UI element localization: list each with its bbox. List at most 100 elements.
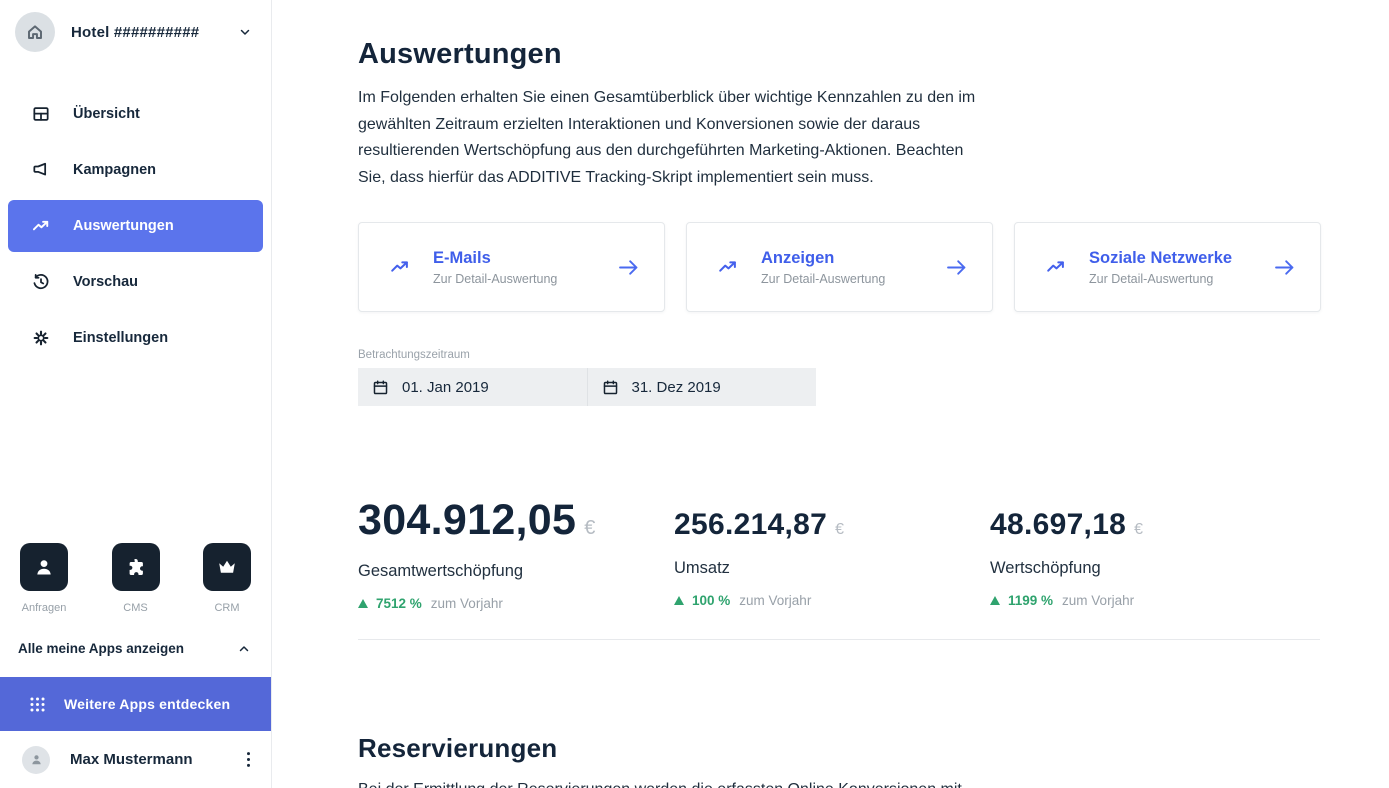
kpi-change-percent: 1199 % — [1008, 593, 1054, 609]
hotel-avatar — [15, 12, 55, 52]
kpi-change: 100 % zum Vorjahr — [674, 593, 990, 608]
sidebar-item-label: Einstellungen — [73, 330, 169, 346]
triangle-up-icon — [358, 599, 368, 609]
date-range-picker: 01. Jan 2019 31. Dez 2019 — [358, 368, 816, 407]
end-date-value: 31. Dez 2019 — [631, 378, 721, 396]
sidebar-item-uebersicht[interactable]: Übersicht — [8, 88, 263, 140]
chevron-up-icon — [238, 643, 250, 655]
calendar-icon — [372, 379, 389, 396]
all-apps-toggle-label: Alle meine Apps anzeigen — [18, 641, 185, 656]
kpi-value: 48.697,18 — [990, 508, 1127, 542]
card-soziale-netzwerke[interactable]: Soziale Netzwerke Zur Detail-Auswertung — [1014, 222, 1321, 313]
card-title: E-Mails — [433, 248, 491, 267]
clock-history-icon — [31, 272, 51, 292]
sidebar-item-einstellungen[interactable]: Einstellungen — [8, 312, 263, 364]
user-menu-kebab-icon[interactable] — [240, 745, 257, 774]
kpi-change-suffix: zum Vorjahr — [1062, 593, 1135, 609]
hotel-name: Hotel ########## — [71, 23, 200, 41]
triangle-up-icon — [674, 596, 684, 606]
trending-up-icon — [389, 256, 411, 278]
trending-up-icon — [717, 256, 739, 278]
sidebar-item-label: Vorschau — [73, 274, 139, 290]
main-content: Auswertungen Im Folgenden erhalten Sie e… — [272, 0, 1389, 788]
reservations-text: Bei der Ermittlung der Reservierungen we… — [358, 777, 992, 788]
app-anfragen[interactable]: Anfragen — [20, 543, 68, 614]
sidebar-spacer — [0, 368, 271, 543]
period-label: Betrachtungszeitraum — [358, 349, 470, 362]
megaphone-icon — [31, 160, 51, 180]
app-cms[interactable]: CMS — [111, 543, 160, 614]
sidebar-item-kampagnen[interactable]: Kampagnen — [8, 144, 263, 196]
home-icon — [26, 23, 44, 41]
kpi-change: 1199 % zum Vorjahr — [990, 593, 1143, 608]
arrow-right-icon[interactable] — [1271, 254, 1298, 281]
trending-up-icon — [31, 216, 51, 236]
crown-icon — [203, 543, 251, 591]
card-subtitle: Zur Detail-Auswertung — [761, 271, 886, 286]
detail-cards: E-Mails Zur Detail-Auswertung Anzeigen Z… — [358, 222, 1389, 313]
kpi-row: 304.912,05 € Gesamtwertschöpfung 7512 % z… — [358, 496, 1389, 611]
end-date-field[interactable]: 31. Dez 2019 — [586, 368, 816, 407]
kpi-wertschoepfung: 48.697,18 € Wertschöpfung 1199 % zum Vorj… — [990, 508, 1143, 608]
kpi-value: 304.912,05 — [358, 496, 577, 545]
discover-apps-button[interactable]: Weitere Apps entdecken — [0, 677, 271, 731]
kpi-label: Umsatz — [674, 559, 730, 578]
sidebar-item-auswertungen[interactable]: Auswertungen — [8, 200, 263, 252]
kpi-gesamtwertschoepfung: 304.912,05 € Gesamtwertschöpfung 7512 % z… — [358, 496, 674, 611]
kpi-change: 7512 % zum Vorjahr — [358, 596, 674, 611]
kpi-change-suffix: zum Vorjahr — [430, 596, 503, 612]
card-anzeigen[interactable]: Anzeigen Zur Detail-Auswertung — [686, 222, 993, 313]
card-emails[interactable]: E-Mails Zur Detail-Auswertung — [358, 222, 665, 313]
card-texts: Anzeigen Zur Detail-Auswertung — [761, 249, 921, 286]
triangle-up-icon — [990, 596, 1000, 606]
puzzle-icon — [111, 543, 160, 591]
person-icon — [20, 543, 68, 591]
section-divider — [358, 639, 1320, 641]
page-title: Auswertungen — [358, 38, 562, 70]
app-label: CMS — [123, 602, 148, 614]
app-crm[interactable]: CRM — [203, 543, 251, 614]
sidebar-item-label: Auswertungen — [73, 218, 174, 234]
sidebar-item-label: Übersicht — [73, 106, 140, 122]
card-subtitle: Zur Detail-Auswertung — [1089, 271, 1214, 286]
kpi-value: 256.214,87 — [674, 508, 828, 542]
kpi-change-percent: 7512 % — [376, 596, 422, 612]
kpi-label: Gesamtwertschöpfung — [358, 562, 524, 581]
my-apps-row: Anfragen CMS CRM — [0, 543, 271, 614]
card-title: Soziale Netzwerke — [1089, 248, 1233, 267]
account-switcher[interactable]: Hotel ########## — [0, 0, 271, 64]
user-row: Max Mustermann — [0, 731, 271, 788]
kpi-change-suffix: zum Vorjahr — [739, 593, 812, 609]
app-label: Anfragen — [21, 602, 67, 614]
all-apps-toggle[interactable]: Alle meine Apps anzeigen — [0, 614, 271, 677]
arrow-right-icon[interactable] — [615, 254, 642, 281]
card-subtitle: Zur Detail-Auswertung — [433, 271, 558, 286]
card-texts: Soziale Netzwerke Zur Detail-Auswertung — [1089, 249, 1249, 286]
sidebar: Hotel ########## Übersicht Kampagnen — [0, 0, 272, 788]
sidebar-item-vorschau[interactable]: Vorschau — [8, 256, 263, 308]
card-texts: E-Mails Zur Detail-Auswertung — [433, 249, 593, 286]
intro-text: Im Folgenden erhalten Sie einen Gesamtüb… — [358, 89, 976, 186]
gear-icon — [31, 328, 51, 348]
sidebar-item-label: Kampagnen — [73, 162, 156, 178]
chevron-down-icon[interactable] — [235, 22, 255, 42]
calendar-icon — [602, 379, 619, 396]
app-label: CRM — [214, 602, 240, 614]
start-date-value: 01. Jan 2019 — [402, 378, 489, 396]
reservations-title: Reservierungen — [358, 733, 558, 764]
arrow-right-icon[interactable] — [943, 254, 970, 281]
reservations-section: Reservierungen Bei der Ermittlung der Re… — [358, 733, 1389, 788]
kpi-currency: € — [1134, 521, 1144, 539]
kpi-currency: € — [835, 521, 845, 539]
card-title: Anzeigen — [761, 248, 835, 267]
user-name: Max Mustermann — [70, 751, 193, 768]
user-avatar — [22, 745, 50, 774]
discover-apps-label: Weitere Apps entdecken — [64, 696, 231, 712]
start-date-field[interactable]: 01. Jan 2019 — [358, 368, 587, 407]
kpi-label: Wertschöpfung — [990, 559, 1101, 578]
apps-grid-icon — [28, 695, 47, 714]
trending-up-icon — [1045, 256, 1067, 278]
kpi-umsatz: 256.214,87 € Umsatz 100 % zum Vorjahr — [674, 508, 990, 608]
period-section: Betrachtungszeitraum 01. Jan 2019 31. De… — [358, 349, 1389, 407]
